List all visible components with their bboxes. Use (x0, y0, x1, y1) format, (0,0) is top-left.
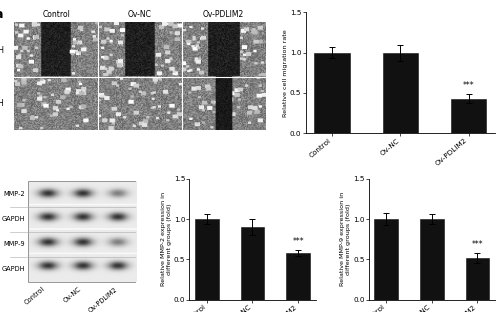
Text: Ov-PDLIM2: Ov-PDLIM2 (87, 286, 118, 312)
Bar (28, 181, 136, 282)
Bar (314, 53, 350, 133)
Y-axis label: Relative cell migration rate: Relative cell migration rate (283, 29, 288, 117)
Text: Ov-NC: Ov-NC (128, 10, 152, 19)
Bar (420, 219, 444, 300)
Text: Control: Control (24, 286, 46, 306)
Bar (195, 219, 219, 300)
Text: GAPDH: GAPDH (2, 266, 25, 272)
Text: ***: *** (292, 236, 304, 246)
Bar (374, 219, 398, 300)
Text: MMP-9: MMP-9 (4, 241, 25, 247)
Text: Ov-NC: Ov-NC (62, 286, 82, 304)
Bar (382, 53, 418, 133)
Text: Control: Control (42, 10, 70, 19)
Text: ***: *** (472, 240, 483, 249)
Text: ***: *** (463, 81, 474, 90)
Y-axis label: Relative MMP-9 expression in
different groups (fold): Relative MMP-9 expression in different g… (340, 192, 351, 286)
Bar (451, 99, 486, 133)
Bar (286, 253, 310, 300)
Text: GAPDH: GAPDH (2, 216, 25, 222)
Text: Ov-PDLIM2: Ov-PDLIM2 (203, 10, 244, 19)
Text: a: a (0, 8, 3, 21)
Bar (240, 227, 264, 300)
Bar (466, 258, 489, 300)
Y-axis label: Relative MMP-2 expression in
different groups (fold): Relative MMP-2 expression in different g… (161, 192, 172, 286)
Text: MMP-2: MMP-2 (4, 191, 25, 197)
Text: 0 H: 0 H (0, 46, 4, 55)
Text: 24 H: 24 H (0, 99, 4, 108)
